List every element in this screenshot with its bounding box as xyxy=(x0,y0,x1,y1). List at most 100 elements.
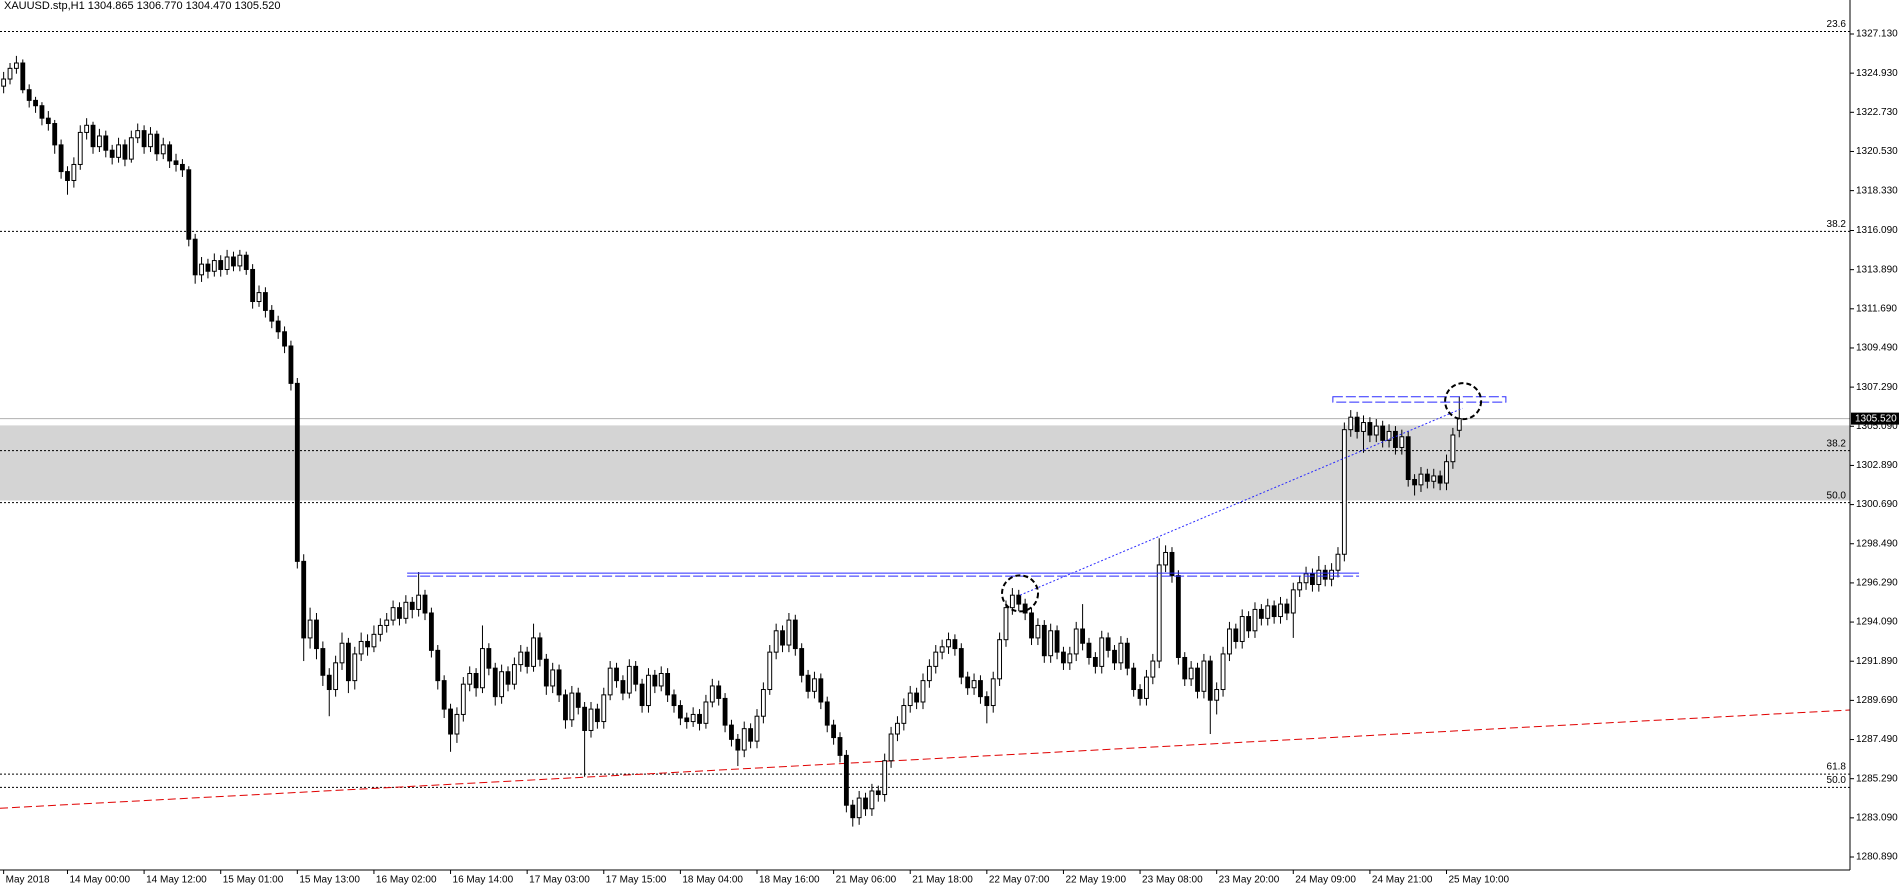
candle-body xyxy=(39,105,45,119)
candle-body xyxy=(741,728,747,751)
candle-body xyxy=(1073,628,1079,655)
candle-body xyxy=(703,701,709,724)
candle-body xyxy=(1444,461,1449,484)
y-tick-label: 1283.090 xyxy=(1856,812,1898,823)
candle-body xyxy=(1450,434,1456,463)
y-tick-label: 1316.090 xyxy=(1856,225,1898,236)
candle-body xyxy=(926,665,932,682)
candle-body xyxy=(7,67,13,80)
y-tick-label: 1285.290 xyxy=(1856,773,1898,784)
candle-body xyxy=(569,692,575,721)
y-tick-label: 1302.890 xyxy=(1856,460,1898,471)
candle-body xyxy=(467,673,473,685)
candle-body xyxy=(13,62,19,69)
x-tick-label: May 2018 xyxy=(6,875,50,886)
candle-body xyxy=(1354,416,1360,432)
candle-body xyxy=(1105,637,1111,651)
candle-body xyxy=(294,382,300,562)
candle-body xyxy=(1,78,7,87)
candle-body xyxy=(224,256,230,270)
candle-body xyxy=(441,680,447,710)
candle-body xyxy=(518,651,524,666)
candle-body xyxy=(1016,594,1022,605)
candle-body xyxy=(473,673,479,689)
annotation-layer xyxy=(407,382,1507,613)
x-tick-label: 16 May 02:00 xyxy=(376,875,437,886)
candle-body xyxy=(537,637,543,660)
candle-body xyxy=(52,123,58,146)
x-tick-label: 16 May 14:00 xyxy=(453,875,514,886)
candle-body xyxy=(786,619,792,646)
candle-body xyxy=(652,674,658,687)
y-tick-label: 1300.690 xyxy=(1856,499,1898,510)
zone xyxy=(0,425,1850,501)
candle-body xyxy=(626,665,632,694)
candle-body xyxy=(952,639,958,650)
x-tick-label: 23 May 20:00 xyxy=(1219,875,1280,886)
candle-body xyxy=(1393,430,1398,448)
candle-body xyxy=(1092,656,1098,667)
candle-body xyxy=(658,673,664,687)
candle-body xyxy=(843,754,849,806)
candle-body xyxy=(1278,603,1283,618)
candle-body xyxy=(933,651,939,667)
x-tick-label: 22 May 07:00 xyxy=(989,875,1050,886)
candle-body xyxy=(1258,608,1264,619)
candle-body xyxy=(301,560,307,639)
candle-body xyxy=(65,171,70,181)
candle-body xyxy=(760,689,766,717)
candle-body xyxy=(1124,642,1130,669)
y-tick-label: 1291.890 xyxy=(1856,656,1898,667)
candle-body xyxy=(665,673,671,696)
candle-body xyxy=(84,124,90,133)
candle-body xyxy=(805,674,811,692)
y-tick-label: 1280.890 xyxy=(1856,852,1898,863)
y-tick-label: 1305.090 xyxy=(1856,421,1898,432)
candle-body xyxy=(409,601,415,610)
candle-body xyxy=(767,651,773,691)
candle-body xyxy=(1048,630,1054,657)
candle-body xyxy=(1373,425,1379,436)
candle-body xyxy=(211,260,217,272)
candle-body xyxy=(492,667,498,698)
candle-body xyxy=(454,713,460,735)
candle-body xyxy=(205,263,211,272)
candle-body xyxy=(499,671,505,698)
candle-body xyxy=(256,292,262,303)
candle-body xyxy=(812,678,817,692)
current-price-label: 1305.520 xyxy=(1855,413,1897,424)
candle-body xyxy=(1456,418,1462,431)
candle-body xyxy=(345,642,351,682)
candle-body xyxy=(154,133,160,155)
candle-body xyxy=(875,790,881,796)
level-label: 23.6 xyxy=(1827,19,1847,30)
candle-body xyxy=(799,648,805,676)
candle-body xyxy=(1041,624,1047,657)
candle-body xyxy=(199,263,204,276)
candle-body xyxy=(837,737,843,756)
candle-body xyxy=(1035,624,1041,639)
candle-body xyxy=(1150,660,1156,678)
candle-body xyxy=(397,607,402,619)
candle-body xyxy=(192,238,198,276)
candle-body xyxy=(524,651,530,667)
candle-body xyxy=(556,669,562,696)
candle-body xyxy=(1099,637,1105,667)
candle-body xyxy=(1290,589,1296,614)
candle-body xyxy=(895,722,900,735)
x-tick-label: 18 May 16:00 xyxy=(759,875,820,886)
candle-body xyxy=(646,674,651,707)
x-tick-label: 24 May 21:00 xyxy=(1372,875,1433,886)
candle-body xyxy=(1361,422,1366,432)
candle-layer xyxy=(1,55,1462,827)
candle-body xyxy=(1399,436,1405,448)
candle-body xyxy=(231,256,236,267)
candle-body xyxy=(965,676,971,689)
candle-body xyxy=(1303,573,1309,584)
candle-body xyxy=(901,705,907,724)
current-price-tag xyxy=(1851,412,1899,425)
candle-body xyxy=(288,345,294,384)
candle-body xyxy=(1412,478,1418,486)
